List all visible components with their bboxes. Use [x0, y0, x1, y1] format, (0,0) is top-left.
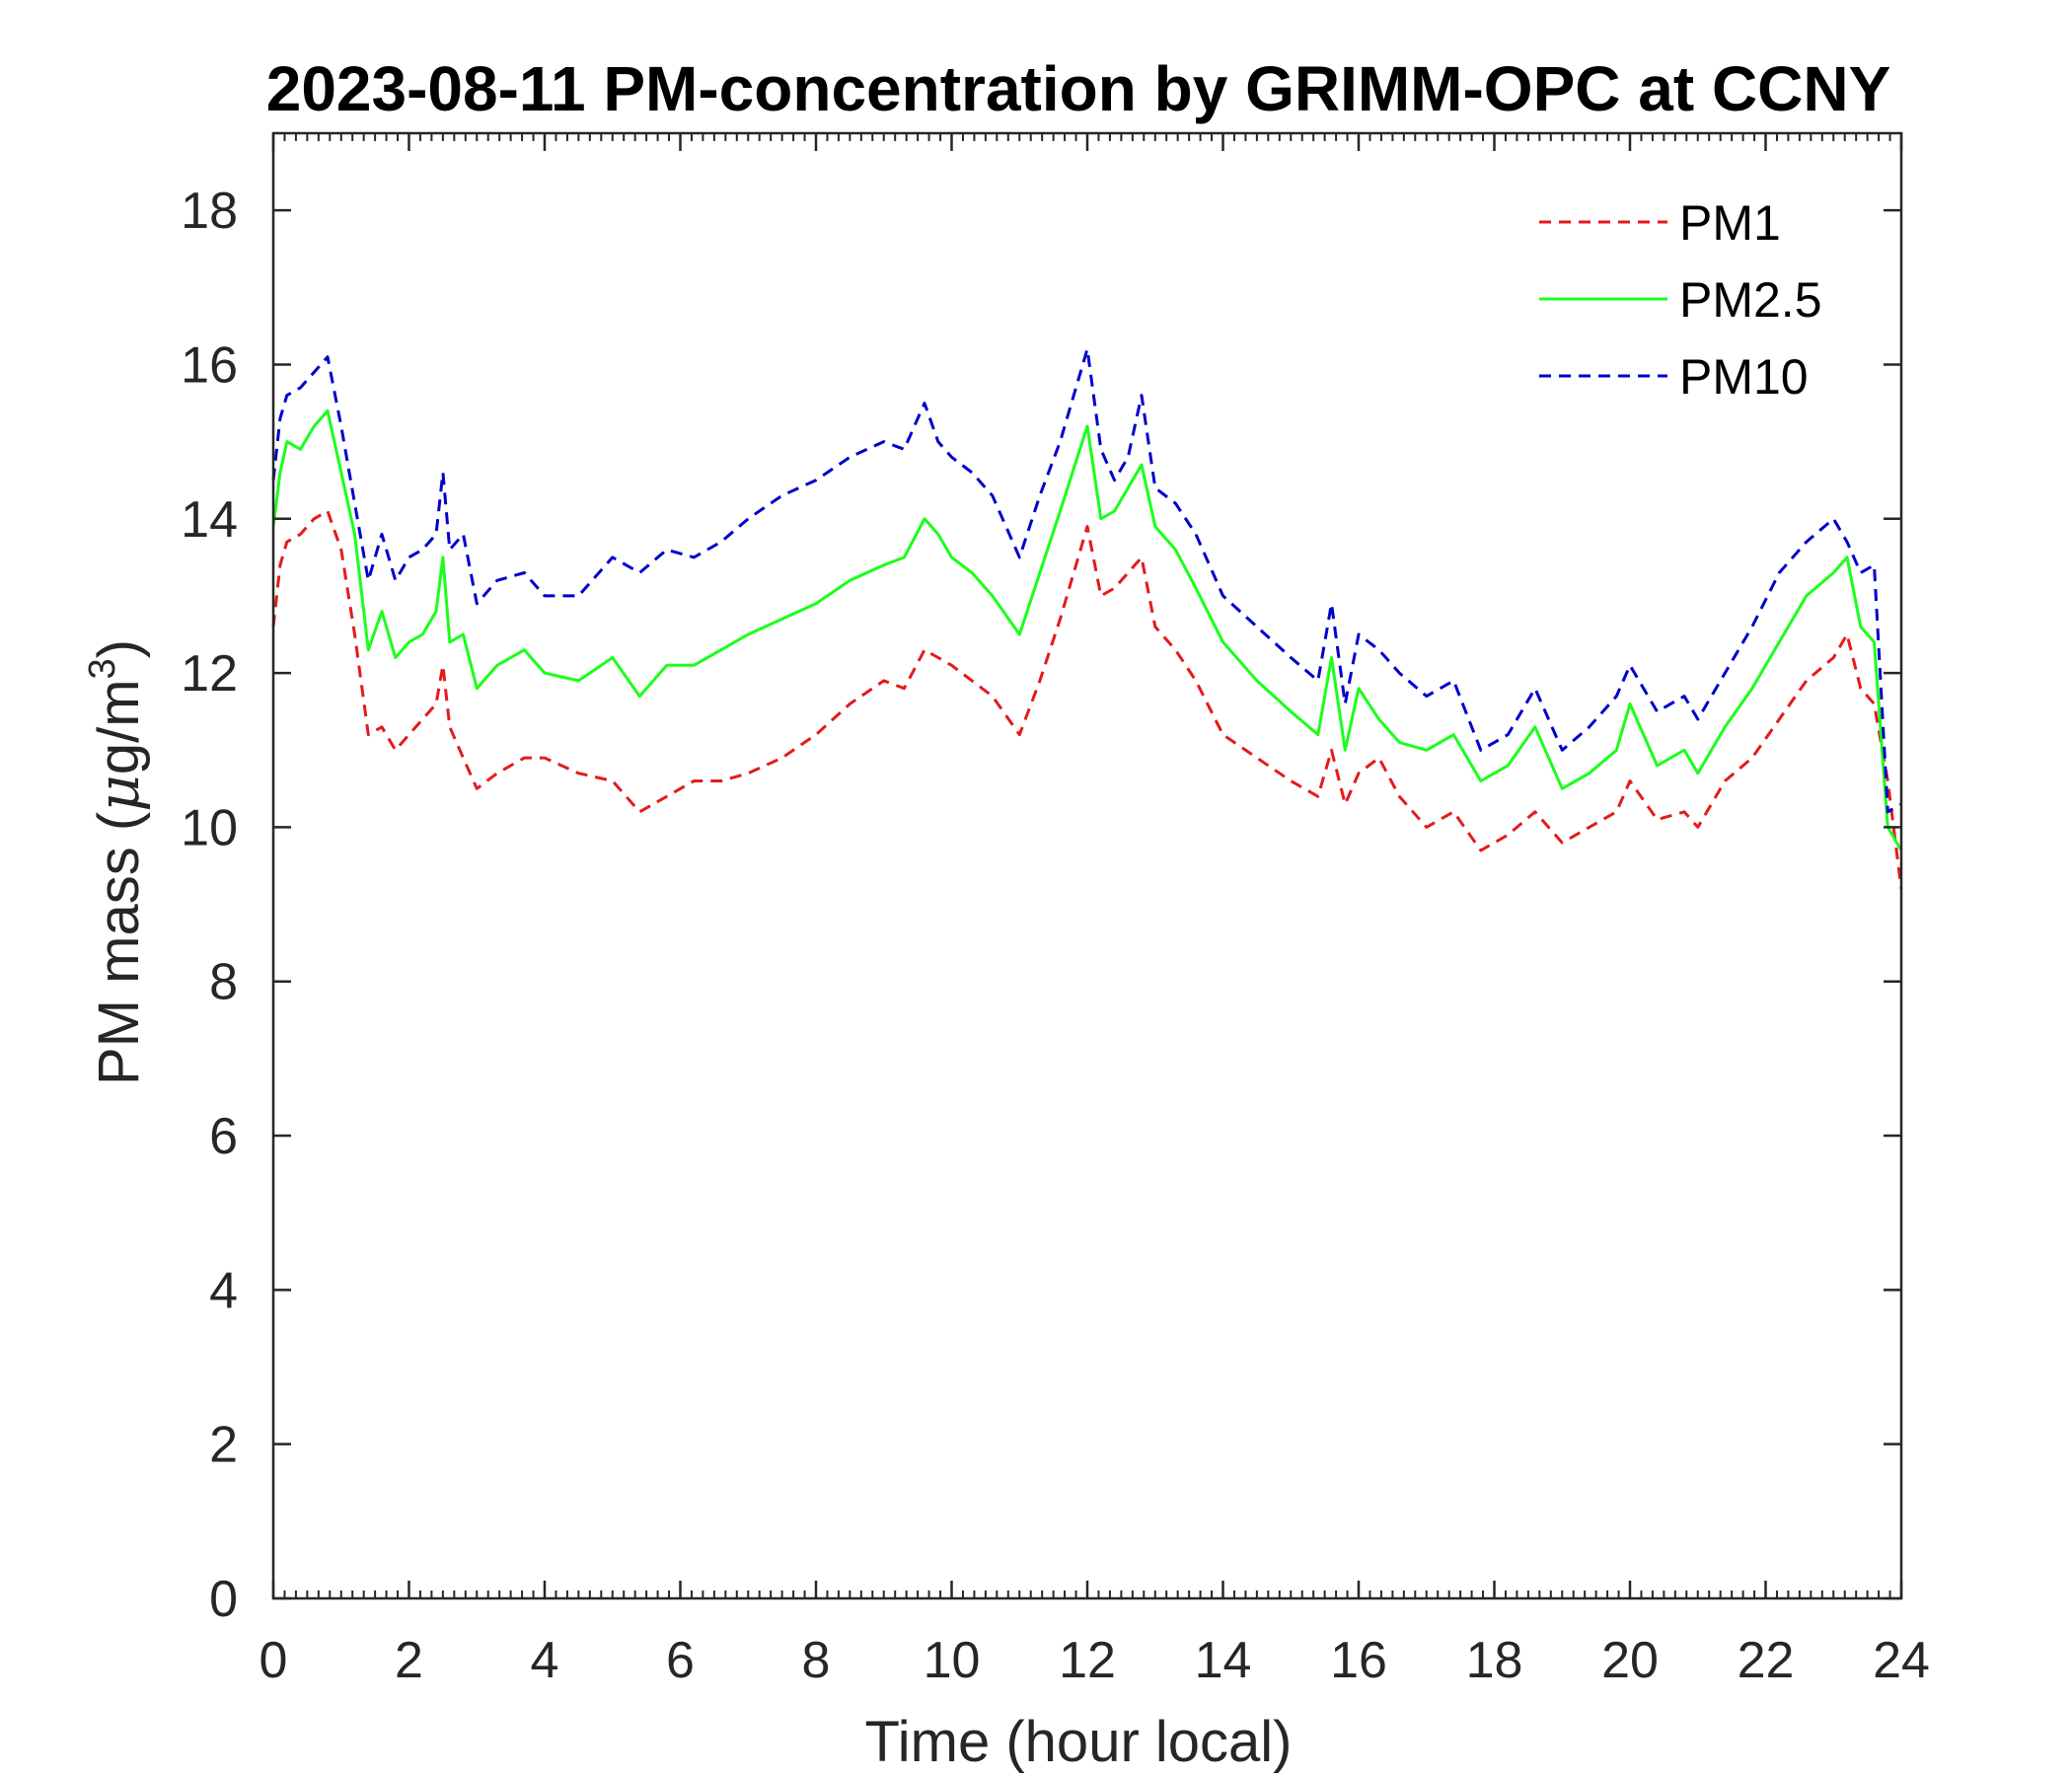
y-tick-label: 14: [181, 491, 238, 549]
y-axis-label-close: ): [87, 639, 151, 658]
x-tick-label: 12: [1059, 1632, 1116, 1689]
y-tick-label: 16: [181, 336, 238, 394]
plot-area: [271, 347, 1903, 890]
legend-label-pm25: PM2.5: [1679, 272, 1822, 328]
y-tick-label: 8: [209, 954, 238, 1011]
y-axis-label-mu: μ: [85, 775, 152, 812]
y-tick-label: 2: [209, 1417, 238, 1474]
x-tick-label: 20: [1601, 1632, 1659, 1689]
x-tick-label: 4: [531, 1632, 559, 1689]
y-tick-label: 12: [181, 645, 238, 703]
y-tick-label: 18: [181, 183, 238, 240]
series-line-pm25: [271, 408, 1903, 851]
y-tick-label: 4: [209, 1262, 238, 1319]
x-tick-label: 16: [1330, 1632, 1387, 1689]
y-axis-label-main: PM mass (: [87, 812, 151, 1085]
x-tick-label: 2: [395, 1632, 423, 1689]
chart-title: 2023-08-11 PM-concentration by GRIMM-OPC…: [266, 53, 1891, 124]
legend: PM1 PM2.5 PM10: [1539, 195, 1822, 405]
x-tick-label: 0: [259, 1632, 288, 1689]
series-line-pm10: [271, 347, 1902, 814]
x-tick-label: 10: [924, 1632, 981, 1689]
y-tick-label: 10: [181, 799, 238, 856]
x-axis-label: Time (hour local): [865, 1710, 1293, 1774]
y-axis-label-unit: g/m: [87, 679, 151, 775]
x-tick-label: 22: [1738, 1632, 1795, 1689]
x-tick-label: 24: [1873, 1632, 1930, 1689]
x-tick-label: 8: [802, 1632, 831, 1689]
y-axis-label-exponent: 3: [82, 658, 123, 679]
y-tick-label: 0: [209, 1571, 238, 1628]
legend-label-pm1: PM1: [1679, 195, 1781, 251]
series-line-pm1: [271, 509, 1903, 890]
x-tick-label: 14: [1195, 1632, 1252, 1689]
x-tick-label: 6: [666, 1632, 695, 1689]
legend-label-pm10: PM10: [1679, 349, 1809, 405]
x-tick-label: 18: [1466, 1632, 1523, 1689]
y-axis-label: PM mass (μg/m3): [82, 639, 152, 1085]
y-tick-label: 6: [209, 1108, 238, 1165]
